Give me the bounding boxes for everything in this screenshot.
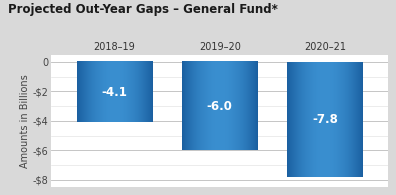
Text: -6.0: -6.0 xyxy=(207,100,233,113)
Text: -7.8: -7.8 xyxy=(312,113,338,126)
Text: Projected Out-Year Gaps – General Fund*: Projected Out-Year Gaps – General Fund* xyxy=(8,3,278,16)
Text: -4.1: -4.1 xyxy=(102,86,128,99)
Y-axis label: Amounts in Billions: Amounts in Billions xyxy=(20,74,30,168)
